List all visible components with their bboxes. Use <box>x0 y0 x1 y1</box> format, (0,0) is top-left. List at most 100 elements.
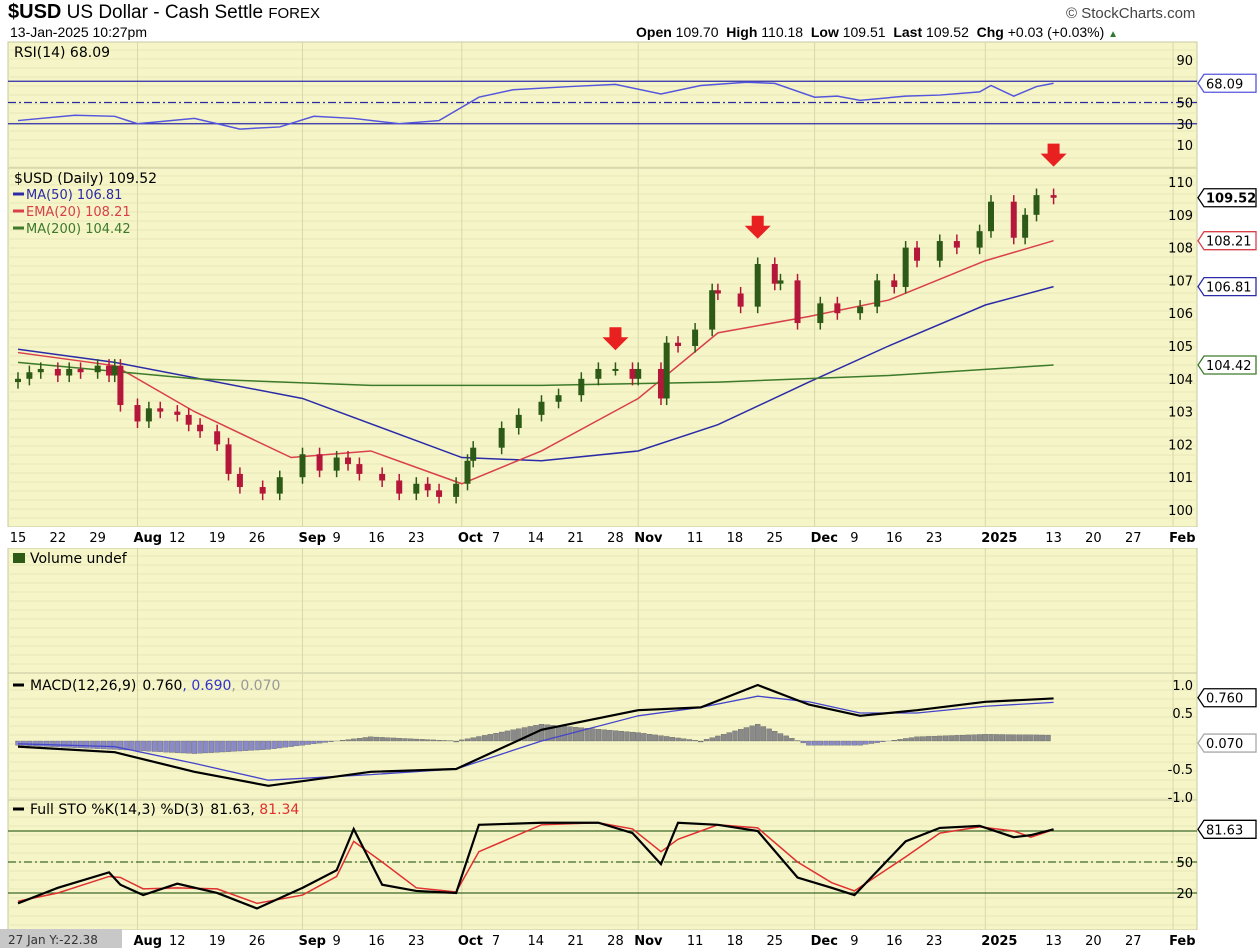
macd-histogram-bar <box>345 739 351 742</box>
price-tick: 102 <box>1168 438 1193 453</box>
date-tick-label: Sep <box>299 531 327 546</box>
candle-body <box>714 290 721 294</box>
candle-body <box>424 483 431 491</box>
tag-ma50-box <box>1197 276 1257 297</box>
volume-legend: Volume undef <box>30 551 128 567</box>
chg-value: +0.03 (+0.03%) <box>1007 24 1105 40</box>
macd-histogram-bar <box>857 740 863 746</box>
candle-body <box>914 247 921 261</box>
macd-histogram-bar <box>203 740 209 754</box>
macd-histogram-bar <box>669 737 676 742</box>
date-tick-label: 13 <box>1045 934 1062 948</box>
macd-histogram-bar <box>817 740 823 746</box>
candle-body <box>134 405 141 422</box>
macd-histogram-bar <box>151 740 158 752</box>
macd-hist-tag: 0.070 <box>1206 737 1243 752</box>
cursor-readout-box <box>0 929 122 948</box>
macd-histogram-bar <box>658 735 664 742</box>
macd-histogram-bar <box>419 739 425 742</box>
macd-histogram-bar <box>32 740 38 747</box>
macd-histogram-bar <box>789 738 795 742</box>
macd-histogram-bar <box>413 738 420 742</box>
macd-histogram-bar <box>510 729 516 742</box>
macd-histogram-bar <box>254 740 260 751</box>
macd-histogram-bar <box>573 727 579 742</box>
candle-body <box>657 368 664 399</box>
macd-histogram-bar <box>339 740 346 742</box>
candle-body <box>1050 195 1057 198</box>
macd-histogram-bar <box>129 740 135 751</box>
last-value: 109.52 <box>926 24 969 40</box>
macd-histogram-bar <box>231 740 237 752</box>
macd-histogram-bar <box>385 737 391 742</box>
macd-histogram-bar <box>903 738 909 742</box>
candle-body <box>891 280 898 287</box>
macd-legend: MACD(12,26,9) <box>30 678 136 694</box>
brand-link[interactable]: © StockCharts.com <box>1066 5 1196 22</box>
macd-histogram-bar <box>294 740 300 747</box>
date-tick-label: 7 <box>492 934 500 948</box>
macd-histogram-bar <box>959 734 966 742</box>
price-tick: 100 <box>1168 504 1193 519</box>
date-tick-label: 15 <box>10 531 27 546</box>
date-tick-label: 11 <box>687 531 704 546</box>
macd-tick: 1.0 <box>1172 679 1193 694</box>
rsi-last-tag: 68.09 <box>1206 77 1243 92</box>
candle-body <box>902 247 909 287</box>
legend-ma50: MA(50) 106.81 <box>26 188 122 203</box>
candle-body <box>857 306 864 314</box>
macd-histogram-bar <box>265 740 272 750</box>
low-label: Low <box>810 24 839 40</box>
price-tick: 110 <box>1168 176 1193 191</box>
date-tick-label: Feb <box>1169 531 1195 546</box>
candle-body <box>635 368 642 379</box>
date-tick-label: 12 <box>169 531 186 546</box>
price-tick: 105 <box>1168 340 1193 355</box>
macd-histogram-bar <box>146 740 152 752</box>
candle-body <box>236 473 243 488</box>
candle-body <box>953 241 960 248</box>
macd-histogram-bar <box>521 727 528 742</box>
sto-legend-line: Full STO %K(14,3) %D(3) 81.63, 81.34 <box>30 802 299 818</box>
macd-histogram-bar <box>396 738 402 742</box>
macd-histogram-bar <box>117 740 124 750</box>
legend-ema20: EMA(20) 108.21 <box>26 205 131 220</box>
macd-histogram-bar <box>584 728 590 742</box>
candle-body <box>987 201 994 232</box>
macd-histogram-bar <box>925 736 932 742</box>
date-axis <box>0 930 1257 948</box>
down-arrow-icon <box>744 215 771 239</box>
macd-histogram-bar <box>260 740 266 750</box>
macd-histogram-bar <box>15 740 21 746</box>
date-tick-label: 2025 <box>981 531 1017 546</box>
sto-d-value: 81.34 <box>259 802 299 818</box>
date-tick-label: 9 <box>850 531 858 546</box>
date-tick-label: 28 <box>607 934 624 948</box>
date-tick-label: 23 <box>926 934 943 948</box>
macd-histogram-bar <box>630 731 636 742</box>
macd-histogram-bar <box>601 729 607 742</box>
candle-body <box>356 464 363 474</box>
candle-body <box>106 365 113 376</box>
macd-histogram-bar <box>442 740 448 742</box>
candle-body <box>629 368 636 379</box>
macd-histogram-bar <box>914 736 920 742</box>
macd-histogram-bar <box>373 736 380 742</box>
rsi-tick: 30 <box>1176 118 1193 133</box>
macd-histogram-bar <box>743 727 750 742</box>
down-arrow-icon <box>602 327 629 351</box>
macd-histogram-bar <box>453 740 459 743</box>
macd-histogram-bar <box>834 740 841 746</box>
macd-histogram-bar <box>499 731 505 742</box>
date-tick-label: 26 <box>249 934 266 948</box>
down-arrow-icon <box>1040 143 1067 167</box>
date-tick-label: Feb <box>1169 934 1195 948</box>
candle-body <box>754 264 761 307</box>
candle-body <box>145 408 152 422</box>
macd-histogram-bar <box>840 740 846 746</box>
date-tick-label: 23 <box>408 531 425 546</box>
macd-histogram-bar <box>1005 734 1011 742</box>
macd-histogram-bar <box>328 740 334 742</box>
macd-histogram-bar <box>470 737 476 742</box>
